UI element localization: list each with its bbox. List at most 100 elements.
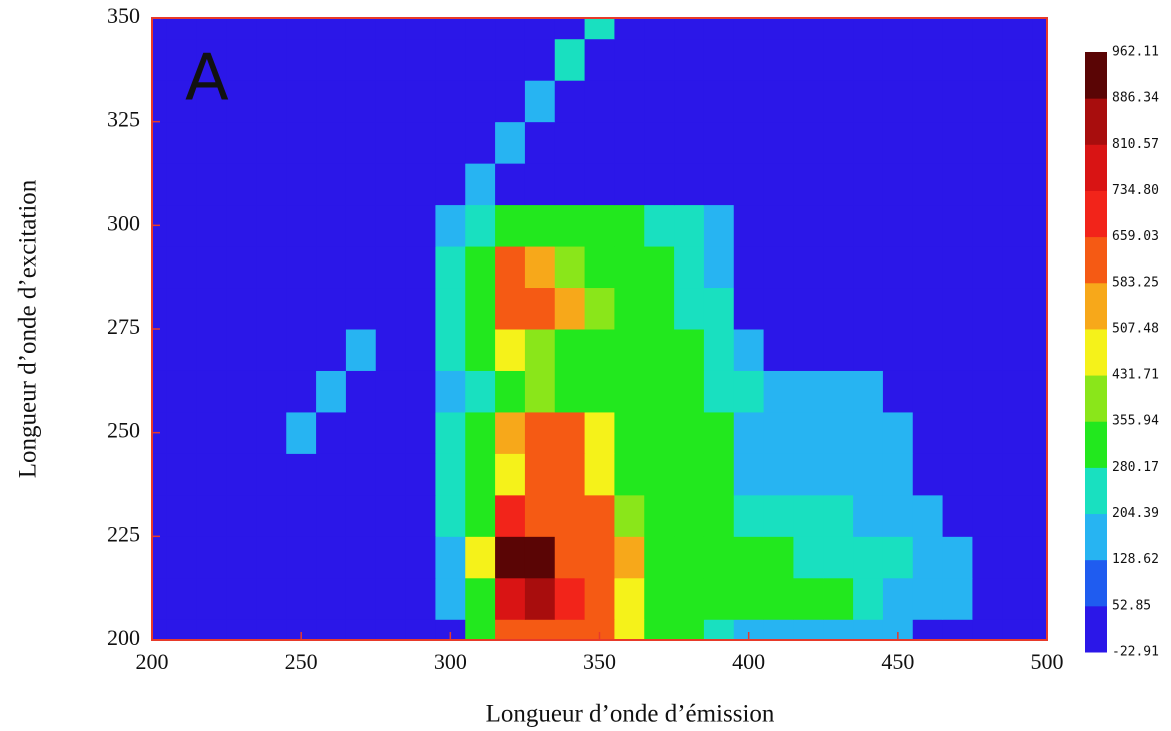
heat-cell bbox=[554, 80, 586, 123]
heatmap bbox=[152, 18, 1048, 641]
heat-cell bbox=[375, 411, 407, 454]
heat-cell bbox=[1032, 536, 1048, 579]
heat-cell bbox=[495, 287, 526, 330]
heat-cell bbox=[405, 494, 436, 537]
heat-cell bbox=[375, 329, 407, 371]
heat-cell bbox=[256, 80, 287, 123]
heat-cell bbox=[823, 246, 854, 289]
heat-cell bbox=[375, 453, 407, 496]
heat-cell bbox=[584, 370, 615, 413]
heat-cell bbox=[405, 577, 436, 620]
heat-cell bbox=[554, 619, 586, 641]
heat-cell bbox=[196, 370, 228, 413]
heat-cell bbox=[152, 536, 168, 579]
colorbar-segment bbox=[1085, 52, 1107, 99]
heat-cell bbox=[316, 370, 347, 413]
heat-cell bbox=[1002, 494, 1033, 537]
heat-cell bbox=[226, 329, 257, 371]
heat-cell bbox=[345, 329, 377, 371]
heat-cell bbox=[614, 80, 645, 123]
heat-cell bbox=[226, 494, 257, 537]
heat-cell bbox=[584, 121, 615, 164]
heat-cell bbox=[853, 287, 884, 330]
heat-cell bbox=[465, 411, 496, 454]
heat-cell bbox=[435, 204, 466, 247]
panel-label: A bbox=[185, 42, 229, 116]
heat-cell bbox=[644, 80, 675, 123]
heat-cell bbox=[882, 38, 914, 81]
heat-cell bbox=[152, 18, 168, 40]
heat-cell bbox=[226, 204, 257, 247]
x-tick-label: 200 bbox=[136, 649, 169, 674]
heat-cell bbox=[942, 453, 973, 496]
heat-cell bbox=[942, 577, 973, 620]
heat-cell bbox=[435, 619, 466, 641]
heat-cell bbox=[375, 536, 407, 579]
heat-cell bbox=[674, 577, 705, 620]
heat-cell bbox=[733, 163, 765, 206]
heat-cell bbox=[703, 453, 735, 496]
heat-cell bbox=[495, 246, 526, 289]
heat-cell bbox=[972, 204, 1003, 247]
heat-cell bbox=[435, 38, 466, 81]
heat-cell bbox=[435, 163, 466, 206]
heat-cell bbox=[226, 370, 257, 413]
y-tick-label: 325 bbox=[107, 107, 140, 132]
heat-cell bbox=[793, 329, 824, 371]
heat-cell bbox=[763, 80, 794, 123]
heat-cell bbox=[614, 38, 645, 81]
heat-cell bbox=[256, 619, 287, 641]
heat-cell bbox=[972, 287, 1003, 330]
heat-cell bbox=[703, 287, 735, 330]
heat-cell bbox=[196, 287, 228, 330]
heat-cell bbox=[286, 287, 317, 330]
heat-cell bbox=[465, 38, 496, 81]
heat-cell bbox=[882, 287, 914, 330]
x-tick-label: 300 bbox=[434, 649, 467, 674]
heat-cell bbox=[644, 453, 675, 496]
heat-cell bbox=[584, 80, 615, 123]
heat-cell bbox=[584, 536, 615, 579]
heat-cell bbox=[226, 80, 257, 123]
colorbar-segment bbox=[1085, 605, 1107, 653]
heat-cell bbox=[345, 619, 377, 641]
heat-cell bbox=[405, 329, 436, 371]
colorbar-label: 204.39 bbox=[1112, 506, 1159, 521]
heat-cell bbox=[972, 536, 1003, 579]
heat-cell bbox=[703, 536, 735, 579]
heat-cell bbox=[674, 38, 705, 81]
heat-cell bbox=[853, 80, 884, 123]
heat-cell bbox=[972, 38, 1003, 81]
heat-cell bbox=[912, 246, 944, 289]
heat-cell bbox=[554, 163, 586, 206]
heat-cell bbox=[942, 204, 973, 247]
y-tick-label: 225 bbox=[107, 521, 140, 546]
heat-cell bbox=[495, 411, 526, 454]
heat-cell bbox=[882, 536, 914, 579]
heat-cell bbox=[644, 536, 675, 579]
heat-cell bbox=[465, 246, 496, 289]
heat-cell bbox=[196, 18, 228, 40]
heat-cell bbox=[286, 453, 317, 496]
heat-cell bbox=[733, 411, 765, 454]
heat-cell bbox=[763, 38, 794, 81]
heat-cell bbox=[853, 18, 884, 40]
heat-cell bbox=[495, 121, 526, 164]
heat-cell bbox=[793, 80, 824, 123]
heat-cell bbox=[465, 619, 496, 641]
heat-cell bbox=[465, 329, 496, 371]
heat-cell bbox=[166, 204, 198, 247]
heat-cell bbox=[316, 287, 347, 330]
heat-cell bbox=[345, 494, 377, 537]
heat-cell bbox=[554, 536, 586, 579]
heat-cell bbox=[823, 411, 854, 454]
heat-cell bbox=[882, 577, 914, 620]
heat-cell bbox=[733, 246, 765, 289]
heat-cell bbox=[733, 18, 765, 40]
heat-cell bbox=[614, 329, 645, 371]
heat-cell bbox=[226, 163, 257, 206]
heat-cell bbox=[1032, 287, 1048, 330]
heat-cell bbox=[823, 536, 854, 579]
heat-cell bbox=[465, 121, 496, 164]
heat-cell bbox=[763, 287, 794, 330]
